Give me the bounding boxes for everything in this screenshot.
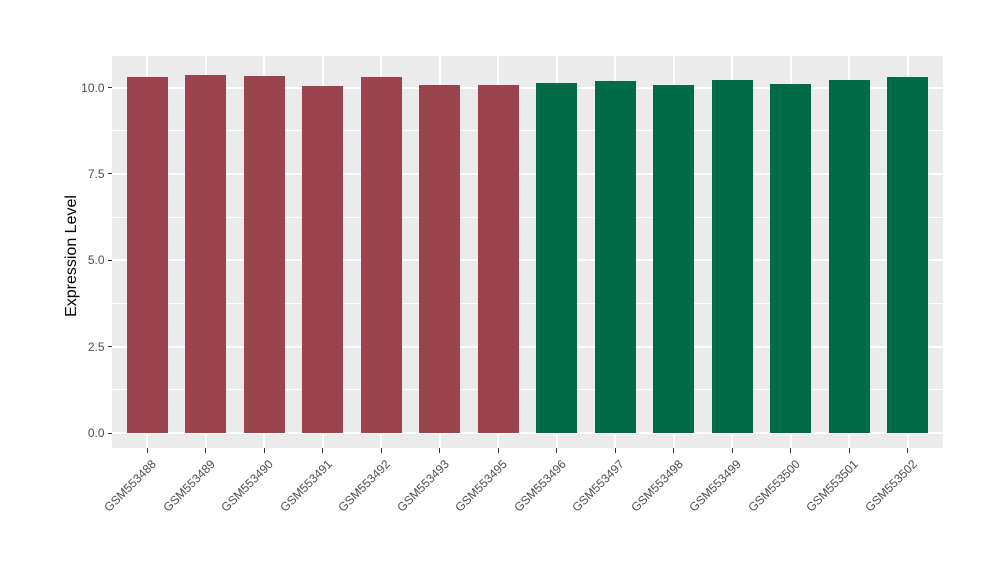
x-tick — [614, 448, 616, 453]
x-tick-label: GSM553489 — [159, 456, 218, 515]
bar-GSM553488 — [126, 77, 168, 433]
y-tick-label: 7.5 — [87, 166, 105, 181]
x-tick-label: GSM553498 — [628, 456, 686, 515]
bar-GSM553490 — [243, 76, 285, 433]
bar-GSM553496 — [536, 83, 578, 433]
h-gridline-minor — [112, 216, 943, 218]
y-tick — [107, 173, 112, 175]
y-tick — [107, 432, 112, 434]
x-tick — [731, 448, 733, 453]
h-gridline-major — [112, 86, 943, 89]
x-tick — [380, 448, 382, 453]
plot-panel — [112, 56, 943, 448]
x-tick — [673, 448, 675, 453]
x-tick-label: GSM553501 — [803, 456, 862, 515]
y-tick — [107, 259, 112, 261]
x-tick — [790, 448, 792, 453]
x-tick — [146, 448, 148, 453]
bar-GSM553489 — [185, 75, 227, 433]
h-gridline-major — [112, 432, 943, 434]
x-tick-label: GSM553492 — [335, 456, 394, 515]
h-gridline-major — [112, 172, 943, 175]
x-tick — [205, 448, 207, 453]
h-gridline-minor — [112, 302, 943, 304]
y-tick-label: 5.0 — [87, 253, 105, 268]
x-tick-label: GSM553493 — [394, 456, 452, 515]
y-tick — [107, 87, 112, 89]
x-tick-label: GSM553499 — [686, 456, 745, 515]
x-tick — [263, 448, 265, 453]
bar-GSM553491 — [302, 85, 344, 433]
x-tick — [322, 448, 324, 453]
y-tick-label: 2.5 — [87, 339, 105, 354]
y-tick-label: 10.0 — [81, 80, 105, 95]
x-tick — [439, 448, 441, 453]
x-tick-label: GSM553491 — [277, 456, 335, 515]
x-tick-label: GSM553500 — [745, 456, 803, 515]
bar-GSM553501 — [828, 79, 870, 433]
h-gridline-minor — [112, 389, 943, 391]
bar-GSM553502 — [887, 76, 929, 433]
x-tick-label: GSM553497 — [569, 456, 628, 515]
bar-GSM553498 — [653, 85, 695, 433]
h-gridline-major — [112, 259, 943, 262]
bar-GSM553499 — [711, 80, 753, 433]
x-tick-label: GSM553496 — [511, 456, 569, 515]
h-gridline-minor — [112, 130, 943, 132]
x-tick — [556, 448, 558, 453]
bar-GSM553495 — [477, 85, 519, 433]
bar-GSM553497 — [594, 81, 636, 433]
x-tick-label: GSM553502 — [862, 456, 920, 515]
bar-GSM553493 — [419, 84, 461, 433]
x-tick-label: GSM553488 — [101, 456, 160, 515]
h-gridline-major — [112, 345, 943, 348]
x-tick-label: GSM553495 — [452, 456, 511, 515]
y-tick-label: 0.0 — [87, 426, 105, 440]
x-tick — [907, 448, 909, 453]
x-tick — [848, 448, 850, 453]
x-tick — [497, 448, 499, 453]
y-tick — [107, 346, 112, 348]
bar-GSM553500 — [770, 84, 812, 433]
bar-GSM553492 — [360, 76, 402, 433]
x-tick-label: GSM553490 — [218, 456, 277, 515]
